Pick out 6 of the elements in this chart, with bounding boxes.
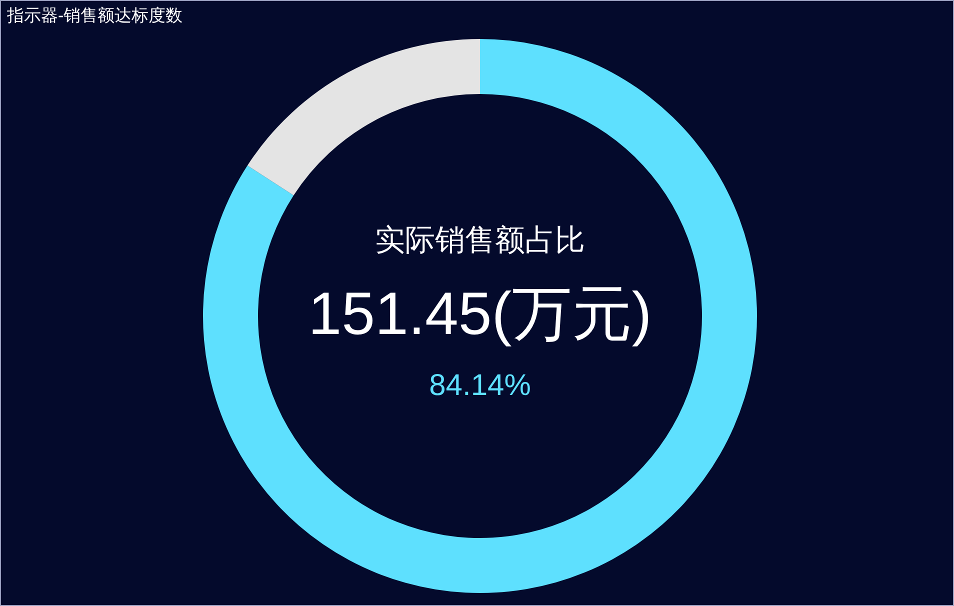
donut-slice: [203, 39, 757, 593]
text: 151.45(万元): [308, 280, 652, 347]
chart-title: 指示器-销售额达标度数: [6, 6, 183, 25]
text: 84.14%: [429, 369, 531, 402]
donut-slice: [247, 39, 480, 196]
text: 实际销售额占比: [375, 224, 585, 257]
